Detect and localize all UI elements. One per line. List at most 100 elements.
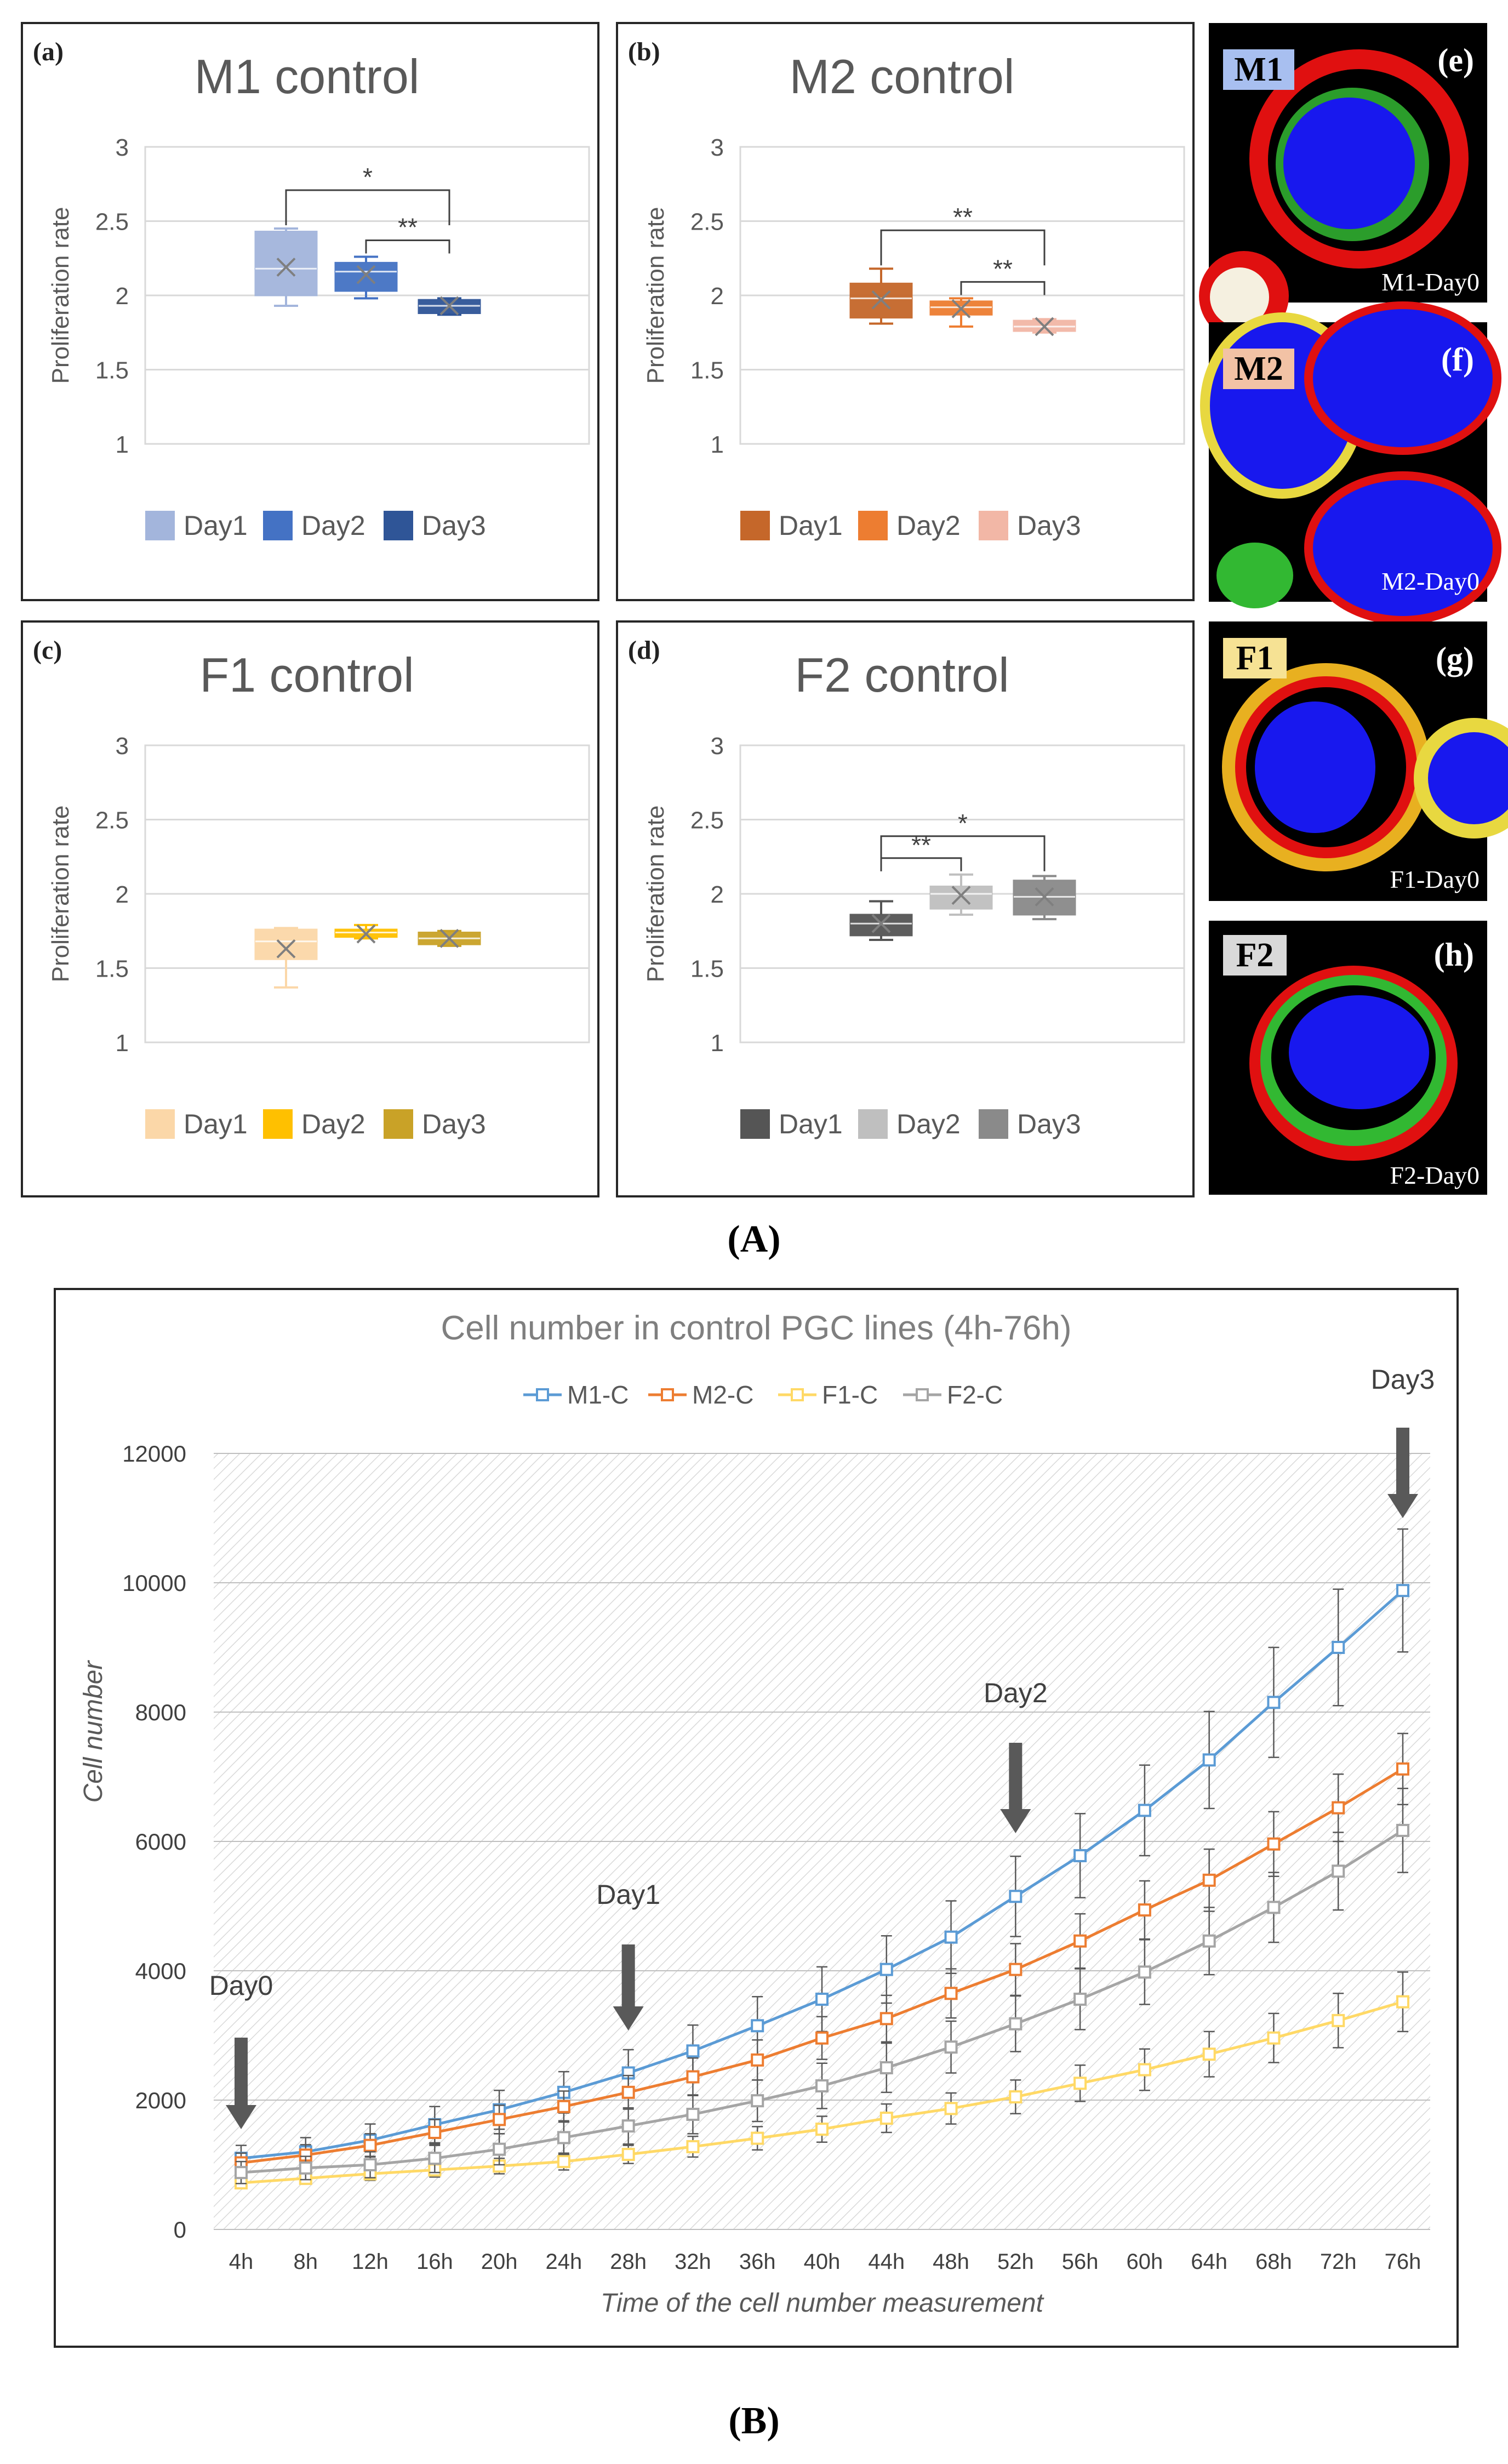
data-point (1138, 1965, 1151, 1979)
data-point (621, 2085, 635, 2099)
chart-title: M2 control (790, 49, 1015, 104)
legend-label: F1-C (822, 1381, 878, 1409)
legend-label: Day2 (896, 510, 961, 541)
significance-bracket: * (285, 163, 450, 226)
line-chart-xlabel: Time of the cell number measurement (601, 2289, 1044, 2318)
data-point (1073, 2077, 1087, 2090)
y-tick-label: 2 (116, 881, 129, 908)
legend-swatch (979, 1109, 1008, 1139)
bracket-line (880, 229, 1046, 266)
x-tick-label: 8h (294, 2250, 318, 2274)
data-point (751, 2094, 764, 2108)
data-point (815, 2079, 829, 2093)
mean-marker (1035, 887, 1054, 906)
mean-marker (439, 928, 459, 948)
data-point (686, 2107, 700, 2121)
data-point (1332, 1641, 1345, 1654)
data-point (1267, 1837, 1281, 1851)
data-point (363, 2138, 377, 2152)
data-point (557, 2155, 570, 2169)
y-tick-label: 2 (711, 283, 724, 310)
annotation-day1: Day1 (596, 1879, 660, 2030)
legend-swatch (263, 1109, 293, 1139)
legend-item-m2-c: M2-C (648, 1381, 753, 1409)
data-point (815, 2031, 829, 2045)
micrograph-tag: M2 (1234, 350, 1283, 387)
micrograph-caption: F1-Day0 (1390, 865, 1480, 893)
y-tick-label: 1.5 (95, 357, 129, 384)
data-point (1332, 2014, 1345, 2027)
box-day3 (1013, 317, 1076, 336)
data-point (751, 2131, 764, 2145)
legend-item-day1: Day1 (145, 1109, 248, 1139)
data-point (1202, 1934, 1216, 1948)
series-m2-c (235, 1732, 1409, 2174)
y-tick-label: 1.5 (95, 956, 129, 983)
chart-title: F2 control (795, 648, 1009, 702)
data-point (1009, 2090, 1023, 2104)
annotation-arrow-head (226, 2105, 256, 2129)
box-body (254, 230, 318, 296)
significance-label: * (363, 163, 373, 191)
mean-marker (951, 299, 971, 318)
x-tick-label: 12h (352, 2250, 389, 2274)
data-point (1202, 2047, 1216, 2061)
micrograph-letter: (f) (1441, 341, 1474, 378)
data-point (944, 2040, 958, 2054)
data-point (1332, 1801, 1345, 1815)
legend-item-day2: Day2 (263, 1109, 365, 1139)
y-tick-label: 2.5 (690, 807, 724, 834)
legend-label: Day1 (779, 1109, 843, 1139)
box-day2 (929, 297, 993, 328)
y-tick-label: 10000 (122, 1570, 186, 1596)
annotation-day2: Day2 (984, 1678, 1048, 1833)
data-point (1009, 2017, 1023, 2030)
y-axis-label: Proliferation rate (642, 207, 669, 384)
box-day2 (334, 923, 398, 944)
mean-marker (951, 886, 971, 905)
y-tick-label: 1.5 (690, 357, 724, 384)
box-plot-2: 3 2.5 2 1.5 1 Proliferation rate ** ** Day1 Day2 D… (642, 134, 1185, 541)
legend-swatch (384, 1109, 413, 1139)
micrograph-f1: F1 (g) F1-Day0 (1209, 621, 1508, 901)
significance-label: ** (911, 831, 931, 859)
legend-swatch (145, 1109, 175, 1139)
y-tick-label: 2 (711, 881, 724, 908)
y-tick-label: 0 (174, 2217, 186, 2243)
line-chart: 0 2000 4000 6000 8000 10000 12000 4h 8h 12h 16h 20h… (122, 1364, 1435, 2274)
mean-marker (356, 924, 376, 944)
legend-label: Day3 (1017, 510, 1081, 541)
x-tick-label: 72h (1320, 2250, 1357, 2274)
data-point (557, 2100, 570, 2113)
legend-marker (916, 1388, 929, 1401)
data-point (751, 2019, 764, 2033)
box-body (929, 885, 993, 910)
significance-bracket: * (880, 809, 1046, 871)
legend-item-day3: Day3 (979, 1109, 1081, 1139)
x-tick-label: 4h (229, 2250, 254, 2274)
data-point (686, 2070, 700, 2084)
data-point (1202, 1873, 1216, 1887)
y-tick-label: 3 (711, 733, 724, 760)
legend-swatch (858, 1109, 888, 1139)
line-chart-title: Cell number in control PGC lines (4h-76h… (441, 1309, 1072, 1347)
y-tick-label: 2.5 (95, 209, 129, 236)
mean-marker (276, 258, 296, 277)
data-point (1396, 1762, 1409, 1776)
y-tick-label: 6000 (135, 1829, 186, 1855)
data-point (686, 2140, 700, 2153)
x-tick-label: 56h (1062, 2250, 1099, 2274)
data-point (879, 1963, 893, 1976)
micrograph-f2: F2 (h) F2-Day0 (1209, 921, 1487, 1195)
mean-marker (439, 296, 459, 316)
chart-title: M1 control (195, 49, 420, 104)
x-tick-label: 16h (416, 2250, 453, 2274)
x-tick-label: 52h (997, 2250, 1034, 2274)
y-tick-label: 2.5 (95, 807, 129, 834)
annotation-day0: Day0 (209, 1970, 273, 2129)
legend-swatch (740, 511, 770, 540)
y-axis-label: Proliferation rate (47, 806, 74, 983)
annotation-arrow-head (613, 2006, 644, 2030)
legend-label: Day2 (301, 1109, 365, 1139)
data-point (1267, 2031, 1281, 2045)
